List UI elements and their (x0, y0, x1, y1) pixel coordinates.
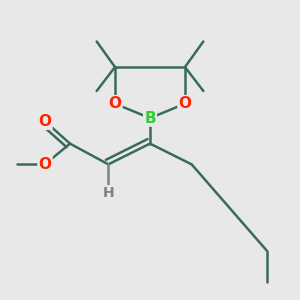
Text: O: O (109, 96, 122, 111)
Text: B: B (144, 111, 156, 126)
Text: O: O (38, 157, 52, 172)
Text: H: H (103, 186, 114, 200)
Text: O: O (38, 114, 52, 129)
Text: O: O (178, 96, 191, 111)
